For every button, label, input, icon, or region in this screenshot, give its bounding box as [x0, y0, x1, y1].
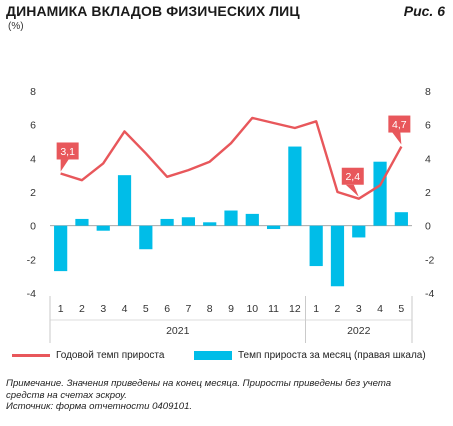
legend-line-swatch — [12, 354, 50, 357]
x-tick-label: 10 — [246, 303, 258, 315]
x-tick-label: 5 — [143, 303, 149, 315]
x-tick-label: 2 — [79, 303, 85, 315]
bar — [352, 225, 366, 238]
x-group-label: 2021 — [166, 325, 190, 337]
callout-pointer — [392, 132, 402, 145]
bar — [266, 225, 281, 230]
annual-growth-line — [60, 116, 403, 200]
bar — [203, 222, 217, 226]
callout-pointer — [60, 159, 69, 172]
callout-box — [341, 167, 364, 185]
x-tick-label: 11 — [268, 303, 279, 315]
bar — [75, 218, 89, 226]
y-tick-right: 4 — [425, 153, 431, 165]
legend-bar-label: Темп прироста за месяц (правая шкала) — [238, 350, 426, 361]
x-tick-label: 6 — [164, 303, 170, 315]
footnote-line-1: Примечание. Значения приведены на конец … — [6, 378, 392, 389]
x-group-label: 2022 — [347, 325, 371, 337]
footnote-line-3: Источник: форма отчетности 0409101. — [6, 401, 193, 412]
y-tick-left: 0 — [30, 221, 36, 233]
legend: Годовой темп прироста Темп прироста за м… — [8, 350, 448, 366]
bar — [54, 225, 68, 272]
x-tick-label: 2 — [335, 303, 341, 315]
legend-line-label: Годовой темп прироста — [56, 350, 165, 361]
y-tick-left: -2 — [27, 254, 36, 266]
y-tick-right: -4 — [425, 288, 434, 300]
bar — [224, 210, 238, 226]
chart-area: -4 -4-2 -20 02 24 46 68 83,12,44,71 2 3 4 5 6 7 8 9 10 11… — [27, 86, 434, 343]
bar — [288, 146, 302, 226]
bar — [330, 225, 345, 287]
footnote-line-2: средств на счетах эскроу. — [6, 389, 127, 401]
x-tick-label: 7 — [185, 303, 191, 315]
bar — [181, 217, 196, 226]
legend-item-annual: Годовой темп прироста — [12, 350, 164, 361]
unit-label: (%) — [8, 21, 24, 32]
x-tick-label: 12 — [289, 303, 301, 315]
x-tick-label: 5 — [398, 303, 404, 315]
callout-label: 2,4 — [345, 171, 360, 183]
callout-box — [388, 115, 411, 133]
y-tick-right: 2 — [425, 187, 431, 199]
footnote: Примечание. Значения приведены на конец … — [6, 378, 446, 413]
y-tick-right: 6 — [425, 120, 431, 132]
legend-item-monthly: Темп прироста за месяц (правая шкала) — [194, 350, 426, 361]
y-tick-right: 0 — [425, 221, 431, 233]
x-tick-label: 4 — [122, 303, 128, 315]
callout-label: 4,7 — [392, 119, 407, 131]
x-tick-label: 8 — [207, 303, 213, 315]
y-tick-left: 6 — [30, 120, 36, 132]
bar — [373, 161, 387, 226]
x-tick-label: 9 — [228, 303, 234, 315]
bar — [245, 213, 259, 226]
y-tick-right: -2 — [425, 254, 434, 266]
y-tick-left: 2 — [30, 187, 36, 199]
bar — [160, 218, 174, 226]
callout-box — [56, 142, 79, 160]
bar — [139, 225, 153, 250]
figure-label: Рис. 6 — [403, 3, 445, 19]
bar — [117, 175, 132, 226]
callout-label: 3,1 — [60, 146, 75, 158]
callout-pointer — [345, 184, 359, 197]
x-tick-label: 3 — [356, 303, 362, 315]
y-tick-left: -4 — [27, 288, 36, 300]
bar — [309, 225, 323, 267]
bar — [96, 225, 110, 231]
legend-bar-swatch — [194, 351, 232, 360]
bar — [394, 212, 408, 226]
x-tick-label: 4 — [377, 303, 383, 315]
y-tick-left: 4 — [30, 153, 36, 165]
y-tick-left: 8 — [30, 86, 36, 98]
y-tick-right: 8 — [425, 86, 431, 98]
chart-title: ДИНАМИКА ВКЛАДОВ ФИЗИЧЕСКИХ ЛИЦ — [6, 3, 300, 19]
x-tick-label: 1 — [313, 303, 319, 315]
x-tick-label: 1 — [58, 303, 64, 315]
x-tick-label: 3 — [100, 303, 106, 315]
